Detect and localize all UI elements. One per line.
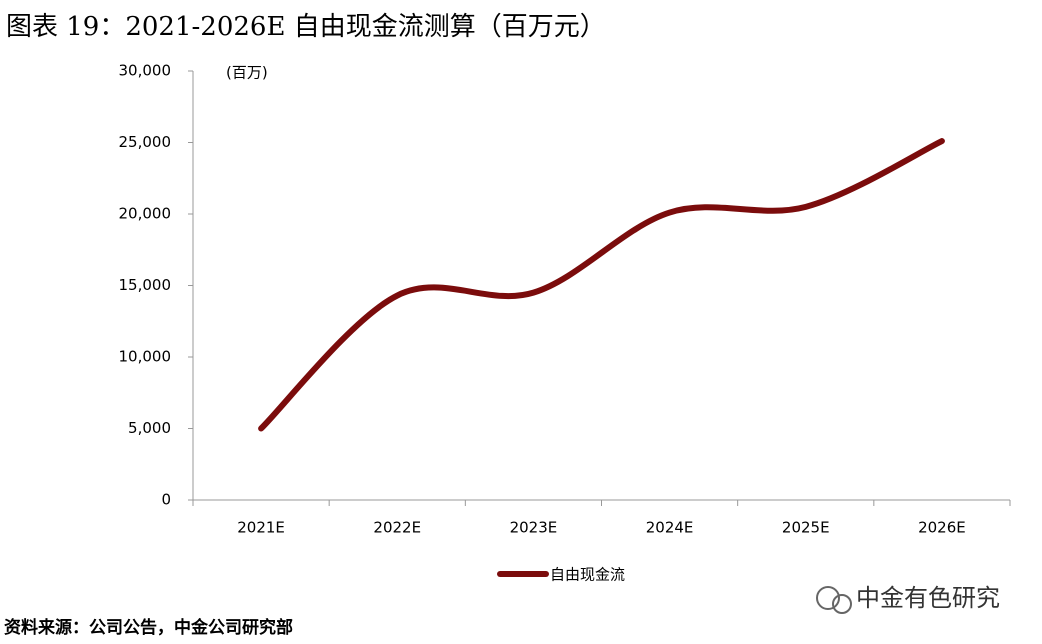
x-tick-label: 2021E (237, 519, 285, 537)
x-tick-label: 2025E (782, 519, 830, 537)
chart-title: 图表 19：2021-2026E 自由现金流测算（百万元） (6, 12, 606, 42)
y-tick-label: 5,000 (128, 419, 171, 437)
x-tick-label: 2023E (510, 519, 558, 537)
x-tick-label: 2022E (373, 519, 421, 537)
y-tick-label: 30,000 (119, 62, 172, 80)
y-tick-label: 10,000 (119, 348, 172, 366)
y-tick-label: 20,000 (119, 205, 172, 223)
y-tick-label: 15,000 (119, 276, 172, 294)
x-tick-label: 2024E (646, 519, 694, 537)
y-tick-label: 25,000 (119, 133, 172, 151)
watermark: 中金有色研究 (816, 584, 1000, 614)
legend-label: 自由现金流 (550, 566, 625, 584)
y-unit-label: (百万) (226, 64, 268, 82)
watermark-text: 中金有色研究 (856, 584, 1000, 612)
x-tick-label: 2026E (918, 519, 966, 537)
source-note: 资料来源：公司公告，中金公司研究部 (4, 617, 293, 638)
y-tick-label: 0 (161, 491, 171, 509)
data-line (258, 138, 945, 432)
